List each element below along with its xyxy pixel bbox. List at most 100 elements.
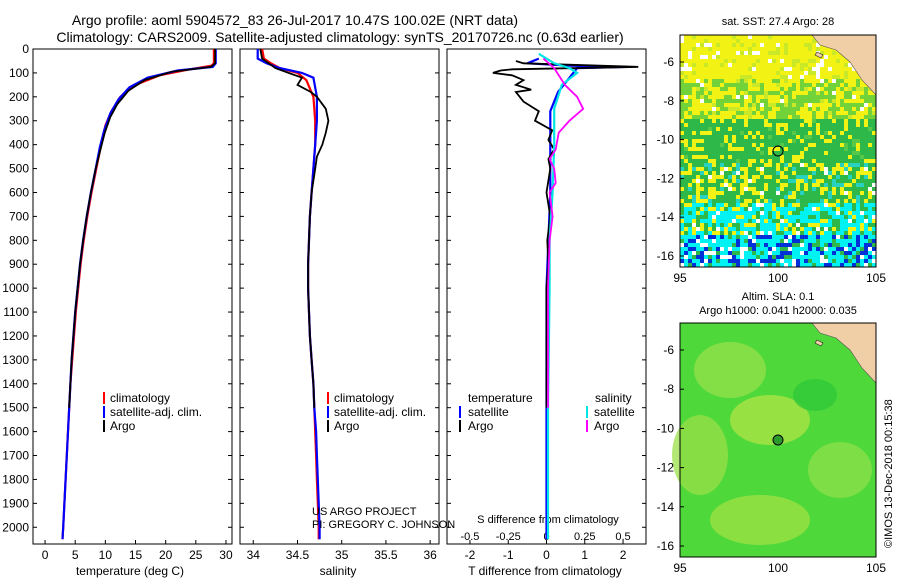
sst-cell <box>772 59 776 63</box>
sst-cell <box>708 199 712 203</box>
sst-cell <box>848 175 852 179</box>
sst-cell <box>768 107 772 111</box>
sst-cell <box>836 223 840 227</box>
sst-cell <box>832 131 836 135</box>
sst-cell <box>712 227 716 231</box>
sst-cell <box>696 255 700 259</box>
sst-cell <box>760 151 764 155</box>
sst-cell <box>868 179 872 183</box>
sst-cell <box>860 259 864 263</box>
sst-cell <box>748 235 752 239</box>
sst-cell <box>744 75 748 79</box>
sst-cell <box>792 167 796 171</box>
sst-cell <box>796 119 800 123</box>
sst-cell <box>844 171 848 175</box>
sst-cell <box>824 243 828 247</box>
sst-cell <box>848 207 852 211</box>
sst-cell <box>764 259 768 263</box>
sst-cell <box>740 179 744 183</box>
sst-cell <box>708 223 712 227</box>
sst-cell <box>812 211 816 215</box>
sst-cell <box>724 235 728 239</box>
sst-cell <box>832 91 836 95</box>
sst-cell <box>828 263 832 267</box>
sst-cell <box>804 259 808 263</box>
sst-cell <box>760 175 764 179</box>
sst-cell <box>816 139 820 143</box>
sst-cell <box>776 187 780 191</box>
sst-cell <box>760 191 764 195</box>
sst-cell <box>828 159 832 163</box>
sst-cell <box>752 91 756 95</box>
sst-cell <box>732 59 736 63</box>
sst-cell <box>720 179 724 183</box>
sst-cell <box>852 231 856 235</box>
sst-cell <box>720 263 724 267</box>
sst-cell <box>788 183 792 187</box>
sst-cell <box>860 103 864 107</box>
sst-cell <box>840 227 844 231</box>
sst-cell <box>868 135 872 139</box>
sst-cell <box>764 139 768 143</box>
sst-cell <box>716 199 720 203</box>
sst-cell <box>848 235 852 239</box>
sst-cell <box>720 123 724 127</box>
sst-cell <box>816 87 820 91</box>
sst-cell <box>788 119 792 123</box>
sst-cell <box>756 139 760 143</box>
sst-cell <box>732 251 736 255</box>
sst-cell <box>776 51 780 55</box>
sst-cell <box>844 223 848 227</box>
sst-cell <box>872 195 876 199</box>
sst-cell <box>844 159 848 163</box>
sst-cell <box>868 255 872 259</box>
sst-cell <box>708 119 712 123</box>
sst-cell <box>800 175 804 179</box>
sst-cell <box>752 243 756 247</box>
sst-cell <box>736 223 740 227</box>
sst-cell <box>828 239 832 243</box>
sst-cell <box>796 103 800 107</box>
sst-cell <box>756 103 760 107</box>
sst-cell <box>752 219 756 223</box>
sst-cell <box>724 107 728 111</box>
sst-cell <box>752 63 756 67</box>
sst-cell <box>748 107 752 111</box>
sst-cell <box>776 135 780 139</box>
sst-cell <box>844 207 848 211</box>
sst-cell <box>764 151 768 155</box>
sst-cell <box>732 127 736 131</box>
sst-cell <box>824 179 828 183</box>
sst-cell <box>828 211 832 215</box>
sst-cell <box>784 207 788 211</box>
sst-cell <box>800 223 804 227</box>
sst-cell <box>700 127 704 131</box>
sst-cell <box>772 155 776 159</box>
sst-cell <box>748 139 752 143</box>
sst-cell <box>836 247 840 251</box>
sst-cell <box>736 243 740 247</box>
sst-cell <box>792 263 796 267</box>
sst-cell <box>776 43 780 47</box>
sst-cell <box>856 107 860 111</box>
sst-cell <box>820 199 824 203</box>
sst-cell <box>796 175 800 179</box>
sst-cell <box>696 115 700 119</box>
sst-cell <box>816 199 820 203</box>
sst-cell <box>704 187 708 191</box>
sst-cell <box>748 135 752 139</box>
sst-cell <box>732 35 736 39</box>
sst-cell <box>784 159 788 163</box>
sst-cell <box>832 211 836 215</box>
sst-cell <box>824 159 828 163</box>
sst-cell <box>828 123 832 127</box>
sst-cell <box>704 203 708 207</box>
sst-cell <box>692 71 696 75</box>
sst-cell <box>692 195 696 199</box>
sst-cell <box>740 103 744 107</box>
sst-cell <box>752 119 756 123</box>
sst-cell <box>724 211 728 215</box>
sst-cell <box>712 211 716 215</box>
sst-cell <box>704 123 708 127</box>
